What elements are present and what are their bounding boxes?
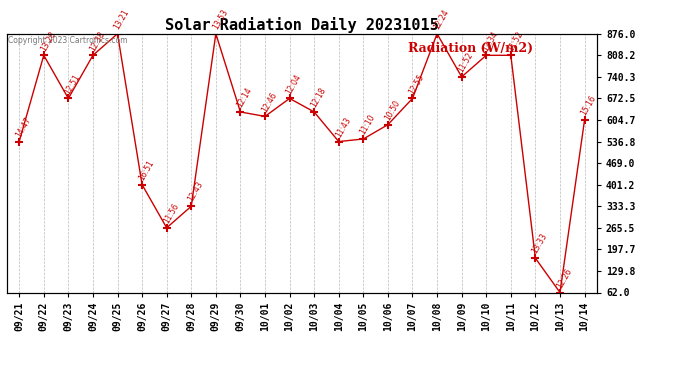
Text: Radiation (W/m2): Radiation (W/m2) [408, 42, 533, 54]
Text: 13:28: 13:28 [39, 29, 57, 52]
Text: 11:43: 11:43 [334, 116, 353, 139]
Text: 12:24: 12:24 [432, 8, 451, 31]
Text: 14:47: 14:47 [14, 116, 33, 139]
Text: 12:04: 12:04 [284, 72, 303, 96]
Text: 16:51: 16:51 [137, 159, 156, 182]
Text: 12:34: 12:34 [481, 29, 500, 52]
Text: 13:33: 13:33 [531, 232, 549, 255]
Text: 12:51: 12:51 [63, 72, 82, 96]
Text: 12:38: 12:38 [88, 29, 106, 52]
Text: 11:10: 11:10 [358, 113, 377, 136]
Text: 12:18: 12:18 [309, 86, 328, 109]
Text: 12:55: 12:55 [408, 72, 426, 96]
Text: 12:26: 12:26 [555, 267, 573, 290]
Text: 11:52: 11:52 [506, 29, 524, 52]
Text: 12:46: 12:46 [260, 90, 279, 114]
Text: 15:16: 15:16 [580, 94, 598, 117]
Text: 11:52: 11:52 [457, 51, 475, 74]
Title: Solar Radiation Daily 20231015: Solar Radiation Daily 20231015 [165, 16, 439, 33]
Text: 12:43: 12:43 [186, 180, 205, 204]
Text: 13:53: 13:53 [211, 8, 230, 31]
Text: 12:14: 12:14 [235, 86, 254, 109]
Text: 13:21: 13:21 [112, 8, 131, 31]
Text: 10:50: 10:50 [383, 99, 402, 122]
Text: 11:56: 11:56 [161, 202, 180, 225]
Text: Copyright 2023 Cartronics.com: Copyright 2023 Cartronics.com [8, 36, 128, 45]
